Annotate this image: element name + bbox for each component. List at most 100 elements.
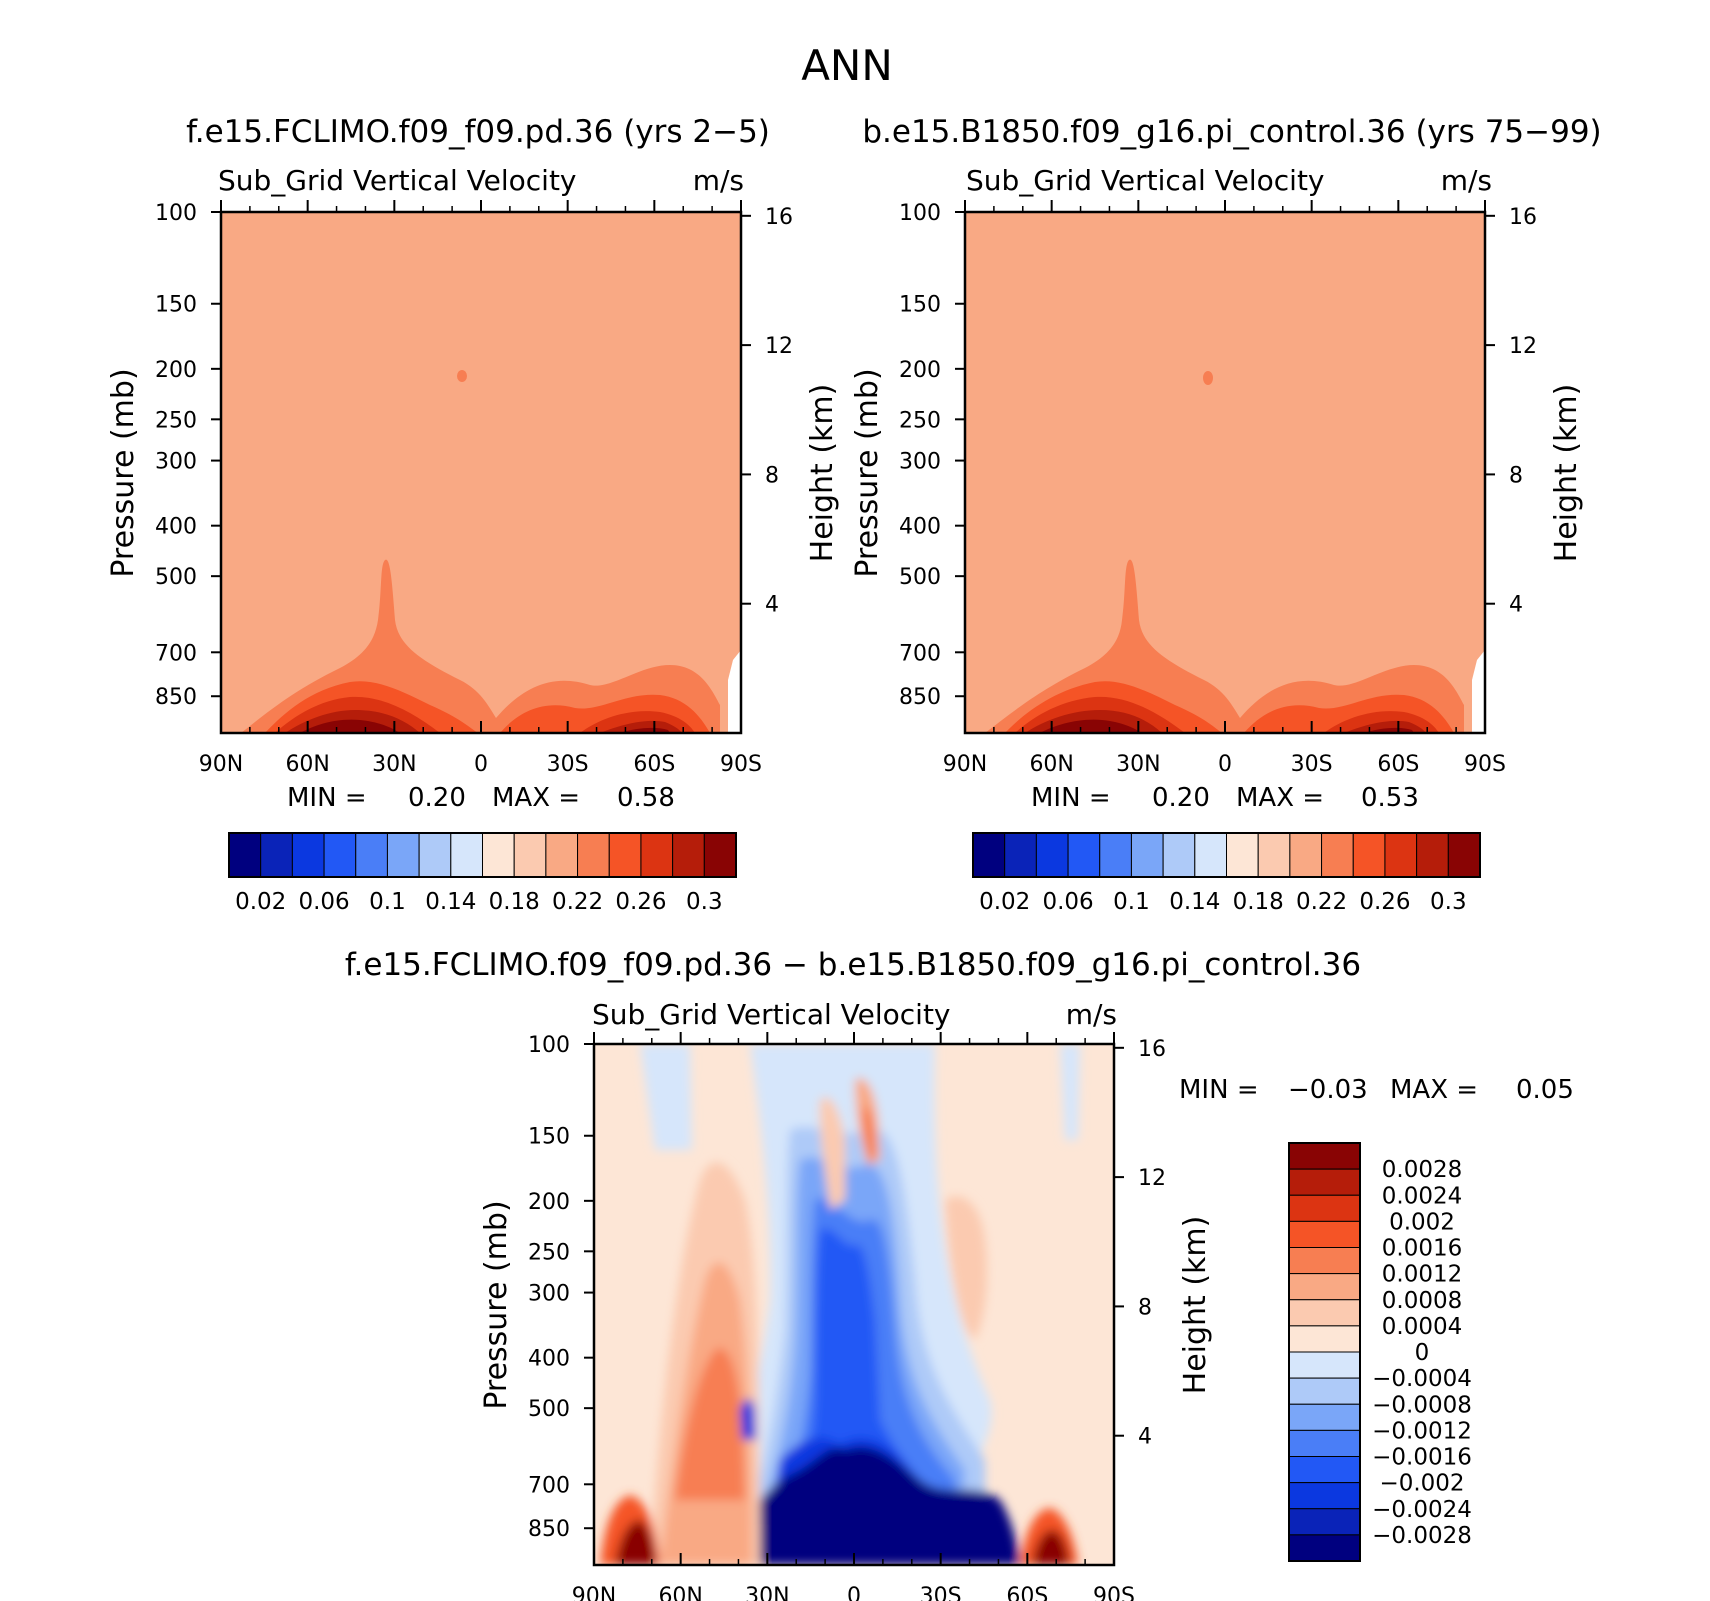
- min-value: 0.20: [1152, 783, 1210, 813]
- colorbar-swatch: [418, 832, 452, 878]
- panel-diff-field: [594, 1044, 1114, 1565]
- panel-left-field: [221, 212, 741, 733]
- panel-left-case-title: f.e15.FCLIMO.f09_f09.pd.36 (yrs 2−5): [186, 114, 770, 150]
- field-background: [221, 212, 741, 733]
- contour-neg-0.0028-small: [740, 1398, 756, 1440]
- min-value: −0.03: [1288, 1075, 1368, 1105]
- lat-tick-label: 90N: [572, 1584, 616, 1601]
- pressure-tick-label: 500: [528, 1397, 570, 1422]
- pressure-tick-label: 250: [155, 408, 197, 433]
- y-axis-right-label: Height (km): [1549, 384, 1584, 563]
- pressure-tick-label: 400: [899, 515, 941, 540]
- colorbar-swatch: [355, 832, 388, 878]
- missing-data: [1472, 650, 1485, 733]
- panel-left-variable: Sub_Grid Vertical Velocity: [218, 164, 577, 197]
- y-axis-label: Pressure (mb): [106, 368, 141, 577]
- pressure-tick-label: 200: [899, 358, 941, 383]
- colorbar-swatch: [1288, 1508, 1361, 1536]
- colorbar-swatch: [482, 832, 515, 878]
- pressure-tick-label: 150: [899, 293, 941, 318]
- colorbar-label: 0.0024: [1382, 1183, 1462, 1209]
- colorbar-swatch: [1004, 832, 1037, 878]
- colorbar-swatch: [1288, 1429, 1361, 1457]
- colorbar-label: 0.06: [1042, 889, 1093, 915]
- lat-tick-label: 90S: [1464, 752, 1506, 777]
- colorbar-swatch: [386, 832, 420, 878]
- height-tick-label: 4: [1138, 1425, 1152, 1450]
- height-tick-label: 12: [765, 334, 793, 359]
- colorbar-label: −0.0016: [1372, 1445, 1472, 1471]
- colorbar-label: 0.02: [979, 889, 1030, 915]
- colorbar-swatch: [1288, 1456, 1361, 1484]
- colorbar-label: 0.0012: [1382, 1262, 1462, 1288]
- pressure-tick-label: 850: [155, 685, 197, 710]
- lat-tick-label: 30S: [547, 752, 589, 777]
- panel-right-case-title: b.e15.B1850.f09_g16.pi_control.36 (yrs 7…: [862, 114, 1601, 150]
- height-tick-label: 16: [765, 205, 793, 230]
- height-tick-label: 12: [1138, 1166, 1166, 1191]
- colorbar-swatch: [703, 832, 737, 878]
- lat-tick-label: 60S: [1377, 752, 1419, 777]
- lat-tick-label: 30N: [1116, 752, 1160, 777]
- lat-tick-label: 0: [847, 1584, 861, 1601]
- colorbar-swatch: [1130, 832, 1164, 878]
- y-axis-right-label: Height (km): [805, 384, 840, 563]
- colorbar-swatch: [513, 832, 547, 878]
- colorbar-swatch: [1288, 1299, 1361, 1327]
- colorbar-label: 0.3: [1430, 889, 1467, 915]
- colorbar-label: 0.14: [425, 889, 476, 915]
- colorbar-swatch: [450, 832, 483, 878]
- pressure-tick-label: 500: [899, 565, 941, 590]
- colorbar-swatch: [1288, 1194, 1361, 1222]
- y-axis-label: Pressure (mb): [850, 368, 885, 577]
- colorbar-label: 0.0004: [1382, 1314, 1462, 1340]
- min-label: MIN =: [1031, 783, 1111, 813]
- pressure-tick-label: 250: [528, 1240, 570, 1265]
- colorbar-label: 0.0016: [1382, 1236, 1462, 1262]
- max-value: 0.53: [1361, 783, 1419, 813]
- colorbar-swatch: [1288, 1168, 1361, 1196]
- colorbar-frame: [228, 832, 737, 878]
- colorbar-label: 0.1: [1113, 889, 1150, 915]
- colorbar-swatch: [1384, 832, 1418, 878]
- colorbar-swatch: [1035, 832, 1069, 878]
- lat-tick-label: 90N: [943, 752, 987, 777]
- pressure-tick-label: 100: [155, 201, 197, 226]
- contour-neg-0.0028: [735, 1446, 1020, 1565]
- colorbar-label: 0.26: [1359, 889, 1410, 915]
- colorbar: 0.02 0.06 0.1 0.14 0.18 0.22 0.26 0.3: [972, 832, 1481, 915]
- colorbar-swatch: [1416, 832, 1449, 878]
- colorbar-label: 0.18: [1233, 889, 1284, 915]
- lat-tick-label: 90S: [1093, 1584, 1135, 1601]
- pressure-tick-label: 100: [528, 1033, 570, 1058]
- colorbar-swatch: [1067, 832, 1101, 878]
- lat-tick-label: 60S: [1006, 1584, 1048, 1601]
- y-axis-label: Pressure (mb): [479, 1200, 514, 1409]
- colorbar-label: 0.18: [489, 889, 540, 915]
- pressure-tick-label: 700: [155, 641, 197, 666]
- colorbar-swatch: [640, 832, 674, 878]
- lat-tick-label: 60N: [285, 752, 329, 777]
- colorbar-swatch: [1288, 1351, 1361, 1379]
- lat-tick-label: 90N: [199, 752, 243, 777]
- colorbar-swatch: [608, 832, 642, 878]
- panel-diff: f.e15.FCLIMO.f09_f09.pd.36 − b.e15.B1850…: [345, 947, 1574, 1601]
- height-tick-label: 4: [765, 593, 779, 618]
- colorbar: 0.02 0.06 0.1 0.14 0.18 0.22 0.26 0.3: [228, 832, 737, 915]
- min-label: MIN =: [287, 783, 367, 813]
- figure-title: ANN: [801, 41, 893, 90]
- height-tick-label: 16: [1138, 1037, 1166, 1062]
- colorbar-swatch: [672, 832, 705, 878]
- colorbar-label: −0.0008: [1372, 1392, 1472, 1418]
- min-value: 0.20: [408, 783, 466, 813]
- height-tick-label: 8: [1138, 1295, 1152, 1320]
- panel-right-variable: Sub_Grid Vertical Velocity: [966, 164, 1325, 197]
- pressure-tick-label: 400: [528, 1347, 570, 1372]
- colorbar-swatch: [1321, 832, 1354, 878]
- lat-tick-label: 0: [474, 752, 488, 777]
- height-tick-label: 16: [1509, 205, 1537, 230]
- colorbar-frame: [1288, 1142, 1361, 1562]
- colorbar-swatch: [1288, 1142, 1361, 1170]
- colorbar-label: 0.14: [1169, 889, 1220, 915]
